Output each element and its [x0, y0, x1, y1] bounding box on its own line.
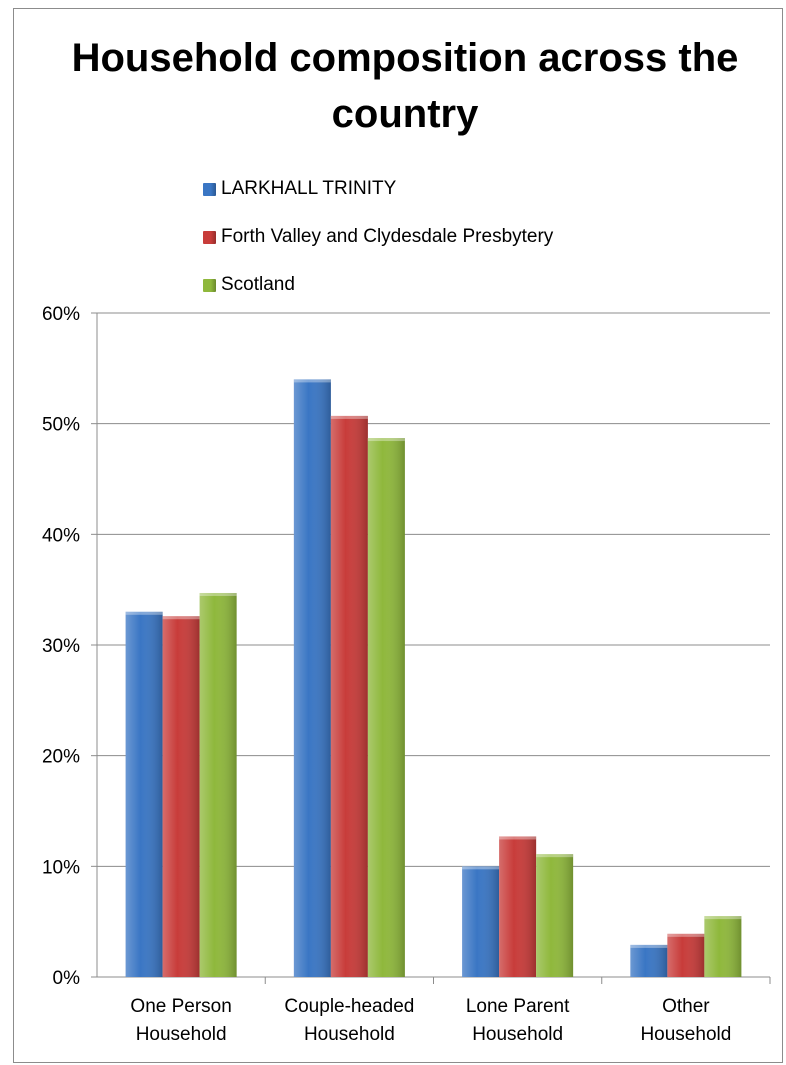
bar-shading	[125, 611, 163, 977]
bar-shading	[630, 944, 668, 977]
legend-item-presbytery: Forth Valley and Clydesdale Presbytery	[203, 213, 553, 261]
bar-shading	[199, 592, 237, 977]
bar-highlight	[462, 866, 500, 870]
y-tick-label: 60%	[42, 304, 80, 325]
y-tick-label: 40%	[42, 525, 80, 546]
x-tick-label: One Person	[130, 996, 231, 1017]
legend-item-larkhall: LARKHALL TRINITY	[203, 165, 553, 213]
x-tick-label: Household	[304, 1024, 395, 1045]
bar-shading	[536, 854, 574, 977]
bar-shading	[462, 866, 500, 977]
bar-highlight	[330, 415, 368, 419]
bar-shading	[293, 379, 331, 977]
legend-swatch-scotland	[203, 278, 216, 292]
y-tick-label: 0%	[53, 968, 81, 989]
bar-shading	[330, 415, 368, 977]
y-tick-label: 50%	[42, 415, 80, 436]
x-tick-label: Couple-headed	[284, 996, 414, 1017]
legend-swatch-presbytery	[203, 230, 216, 244]
legend: LARKHALL TRINITY Forth Valley and Clydes…	[203, 165, 553, 309]
bar-highlight	[667, 933, 705, 937]
y-tick-label: 10%	[42, 857, 80, 878]
x-tick-label: Household	[136, 1024, 227, 1045]
bar-highlight	[199, 592, 237, 596]
legend-label-presbytery: Forth Valley and Clydesdale Presbytery	[221, 226, 554, 247]
bar-highlight	[125, 611, 163, 615]
bar-shading	[667, 933, 705, 977]
bar-shading	[704, 916, 742, 977]
x-tick-label: Other	[662, 996, 710, 1017]
bar-highlight	[367, 438, 405, 442]
legend-label-scotland: Scotland	[221, 274, 295, 295]
bar-highlight	[293, 379, 331, 383]
y-tick-label: 30%	[42, 636, 80, 657]
bar-shading	[367, 438, 405, 977]
chart-frame	[13, 8, 783, 1063]
x-tick-label: Household	[640, 1024, 731, 1045]
bar-highlight	[630, 944, 668, 948]
bar-highlight	[162, 616, 200, 620]
chart-title: Household composition across the country	[71, 36, 739, 136]
legend-item-scotland: Scotland	[203, 261, 553, 309]
legend-swatch-larkhall	[203, 182, 216, 196]
legend-label-larkhall: LARKHALL TRINITY	[221, 178, 397, 199]
bar-highlight	[499, 836, 537, 840]
y-tick-label: 20%	[42, 747, 80, 768]
bar-shading	[162, 616, 200, 977]
bar-highlight	[536, 854, 574, 858]
bar-shading	[499, 836, 537, 977]
x-tick-label: Household	[472, 1024, 563, 1045]
x-tick-label: Lone Parent	[466, 996, 570, 1017]
bar-highlight	[704, 916, 742, 920]
